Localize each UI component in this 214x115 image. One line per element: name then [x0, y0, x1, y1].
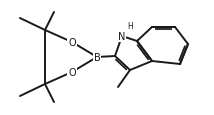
Text: H: H	[127, 22, 133, 31]
Text: N: N	[118, 32, 126, 42]
Text: O: O	[68, 38, 76, 48]
Text: O: O	[68, 67, 76, 77]
Text: B: B	[94, 53, 100, 62]
